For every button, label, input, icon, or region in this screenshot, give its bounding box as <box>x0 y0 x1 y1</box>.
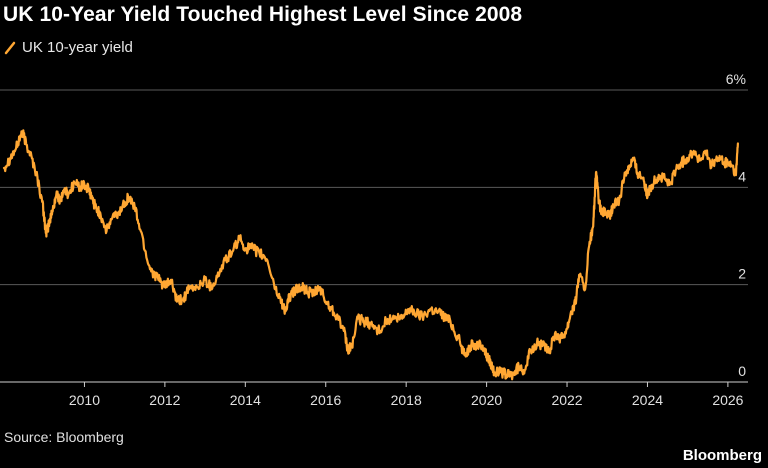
series-line-uk-10-year-yield <box>2 129 739 381</box>
y-tick-label: 4 <box>738 168 746 184</box>
legend: UK 10-year yield <box>4 39 133 56</box>
x-tick-label: 2016 <box>310 392 341 408</box>
chart-title: UK 10-Year Yield Touched Highest Level S… <box>3 3 523 26</box>
x-tick-label: 2014 <box>230 392 261 408</box>
brand-logo: Bloomberg <box>682 447 762 464</box>
grid-lines <box>0 89 748 286</box>
source-note: Source: Bloomberg <box>4 429 124 445</box>
x-tick-label: 2012 <box>149 392 180 408</box>
y-tick-label: 2 <box>738 266 746 282</box>
x-tick-label: 2026 <box>712 392 743 408</box>
x-axis: 2010 2012 2014 2016 2018 2020 2022 2024 2026 <box>0 381 748 408</box>
y-tick-label: 6% <box>726 71 746 87</box>
x-tick-label: 2010 <box>69 392 100 408</box>
x-tick-label: 2020 <box>471 392 502 408</box>
y-axis-labels: 0 2 4 6% <box>726 71 746 379</box>
legend-swatch-icon <box>4 41 16 54</box>
series-layer <box>2 129 739 381</box>
x-tick-label: 2022 <box>551 392 582 408</box>
y-tick-label: 0 <box>738 363 746 379</box>
x-tick-label: 2018 <box>391 392 422 408</box>
x-tick-label: 2024 <box>632 392 663 408</box>
legend-label: UK 10-year yield <box>22 39 133 56</box>
